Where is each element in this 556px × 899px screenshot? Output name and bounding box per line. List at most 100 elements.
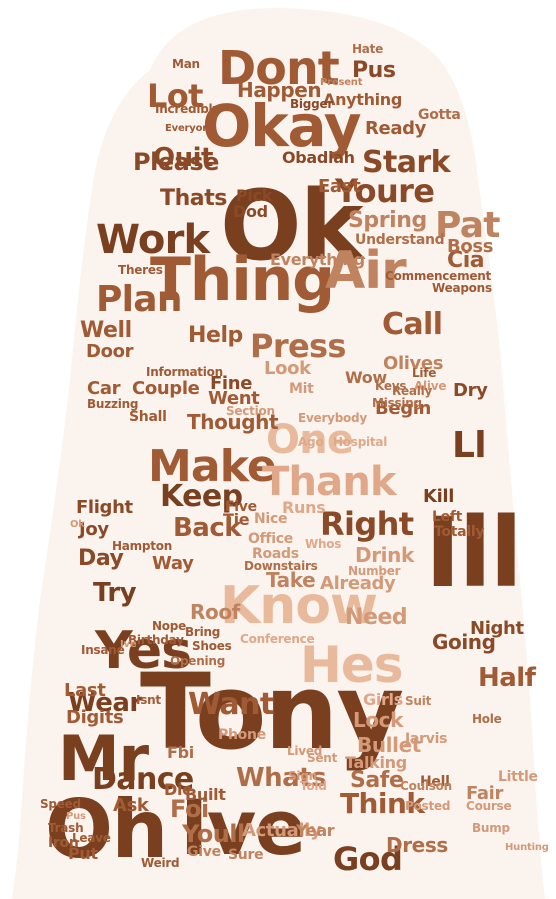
- word: Told: [300, 779, 327, 793]
- word: Dress: [386, 833, 448, 857]
- word: Make: [148, 441, 277, 492]
- word: Yes: [95, 621, 192, 681]
- word: Everything: [270, 250, 365, 269]
- word: Kill: [423, 486, 455, 507]
- word: Stark: [362, 145, 451, 180]
- word: Bigger: [290, 97, 334, 111]
- word: Safe: [350, 768, 404, 793]
- word: Way: [152, 553, 194, 574]
- word: Nice: [254, 511, 288, 527]
- word: Begin: [375, 398, 431, 419]
- word: Car: [87, 378, 121, 399]
- word: Incredibly: [155, 102, 221, 116]
- word: Youre: [335, 172, 435, 210]
- word: Jarvis: [405, 731, 448, 747]
- word: Ago: [298, 435, 324, 449]
- word: Thought: [187, 410, 279, 434]
- word: Tie: [223, 510, 250, 529]
- word: Wow: [345, 368, 387, 387]
- word: Coulson: [400, 779, 452, 793]
- word: Need: [345, 605, 408, 630]
- word: Ive: [180, 783, 306, 872]
- word: Ready: [365, 118, 427, 139]
- word: Press: [250, 327, 346, 365]
- word: Fbi: [167, 743, 194, 762]
- word: Ll: [452, 425, 487, 466]
- word: Office: [248, 531, 293, 547]
- word: Hell: [420, 774, 450, 790]
- word: Spring: [348, 208, 427, 233]
- word: Dry: [453, 380, 488, 401]
- word: Boss: [447, 236, 494, 257]
- word: Left: [432, 509, 463, 525]
- word: Help: [188, 323, 243, 348]
- word: Built: [185, 785, 226, 804]
- word: Ask: [113, 795, 149, 816]
- word: Gotta: [418, 107, 461, 123]
- word: Look: [264, 358, 311, 379]
- word: Suit: [405, 694, 432, 708]
- word: Take: [266, 568, 316, 592]
- word: Five: [225, 499, 257, 515]
- word: Talking: [345, 753, 407, 772]
- word: Give: [187, 844, 221, 860]
- word: Ill: [425, 497, 523, 609]
- word: Insane: [81, 643, 125, 657]
- word: Hole: [472, 712, 502, 726]
- word: Wear: [68, 688, 142, 718]
- word: Actually: [242, 820, 322, 841]
- word: One: [266, 417, 354, 463]
- word: Shoes: [192, 639, 232, 653]
- word: Hate: [352, 42, 384, 56]
- word: Tony: [140, 651, 404, 773]
- word: Thats: [160, 186, 227, 211]
- word: Lived: [287, 744, 323, 758]
- word: Want: [188, 687, 274, 722]
- word: Life: [412, 366, 437, 380]
- word: Pus: [352, 58, 396, 83]
- word: Try: [93, 578, 137, 608]
- word: Weird: [141, 856, 180, 870]
- word: Present: [320, 77, 363, 88]
- word: Roof: [190, 600, 240, 624]
- word: Nope: [152, 619, 187, 633]
- word: Sign: [288, 769, 317, 783]
- word: Oh: [45, 783, 168, 876]
- word: Everybody: [298, 411, 367, 425]
- word: Fair: [466, 783, 503, 804]
- word: Lock: [353, 708, 404, 732]
- word: Whats: [236, 763, 327, 793]
- word: Sure: [228, 847, 264, 863]
- word: Missing: [372, 396, 422, 410]
- word: Lot: [147, 77, 203, 115]
- word: Right: [320, 505, 414, 543]
- word: Bring: [185, 625, 221, 639]
- word: Bullet: [357, 733, 421, 757]
- word: Ok: [220, 170, 364, 282]
- word: Air: [325, 241, 407, 301]
- word: Foi: [170, 795, 209, 823]
- word: Opening: [170, 654, 226, 668]
- word: Dont: [218, 41, 340, 95]
- word: Isnt: [136, 693, 161, 707]
- word: Keep: [160, 479, 243, 514]
- word: Mr: [58, 722, 149, 795]
- word: Buzzing: [87, 397, 139, 411]
- word: Totally: [434, 524, 485, 540]
- word: Information: [146, 365, 223, 379]
- word: Number: [348, 564, 401, 578]
- word: Cia: [447, 248, 485, 273]
- word: Leave: [72, 831, 111, 845]
- word: Hampton: [112, 539, 173, 553]
- word: Drink: [355, 543, 414, 567]
- word: Digits: [66, 707, 124, 728]
- word: Phone: [218, 727, 266, 743]
- word: Iron: [48, 835, 79, 851]
- word: Really: [392, 384, 433, 398]
- word: Girls: [363, 690, 403, 709]
- word: Half: [478, 663, 536, 693]
- word: Obadiah: [282, 148, 355, 167]
- word: Ok: [70, 519, 85, 530]
- word: Back: [173, 513, 242, 543]
- word: Thank: [262, 459, 397, 505]
